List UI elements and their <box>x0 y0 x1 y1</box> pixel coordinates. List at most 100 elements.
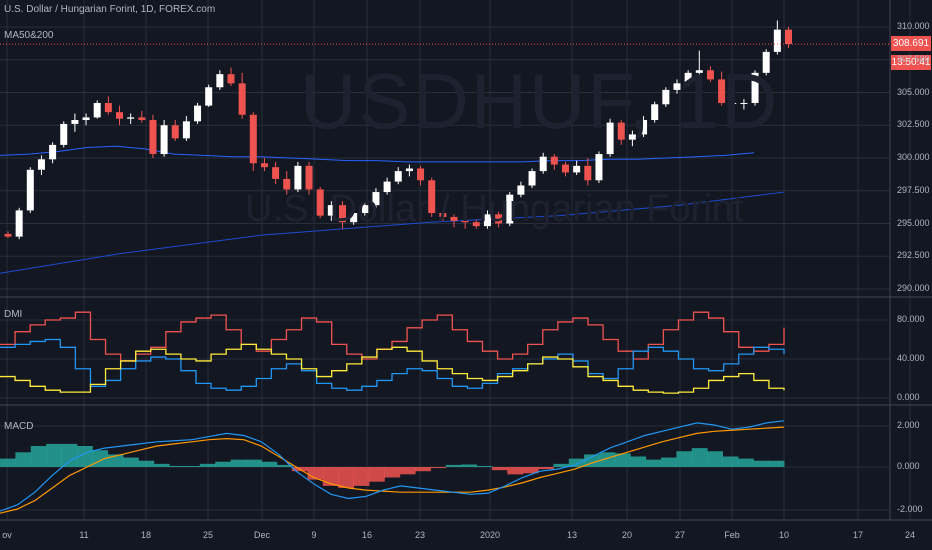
macd-histogram-bar <box>384 467 401 478</box>
candle-body <box>695 70 703 73</box>
price-axis-tick: 295.000 <box>897 217 930 228</box>
macd-histogram-bar <box>76 446 93 467</box>
candle-body <box>662 89 670 105</box>
candle-body <box>428 180 436 214</box>
time-axis-tick: Dec <box>253 530 271 540</box>
ma200-line <box>0 191 785 274</box>
candle-body <box>673 83 681 90</box>
candle-body <box>394 171 402 182</box>
macd-histogram-bar <box>338 467 355 488</box>
macd-histogram-bar <box>153 463 170 467</box>
candle-body <box>372 192 380 206</box>
candle-body <box>506 194 514 224</box>
macd-axis-tick: 0.000 <box>897 461 920 471</box>
candle-body <box>138 117 146 121</box>
dmi-axis-tick: 80.000 <box>897 314 925 324</box>
candle-body <box>517 185 525 195</box>
price-axis-tick: 290.000 <box>897 283 930 293</box>
time-axis-tick: ov <box>2 530 12 540</box>
candle-body <box>149 120 157 155</box>
candle-body <box>327 205 335 216</box>
candle-body <box>483 214 491 227</box>
macd-histogram-bar <box>199 463 216 467</box>
macd-histogram-bar <box>614 453 631 467</box>
candle-body <box>472 222 480 227</box>
macd-histogram-bar <box>568 458 585 467</box>
time-axis-tick: Feb <box>724 530 740 540</box>
candle-body <box>60 123 68 145</box>
macd-histogram-bar <box>461 464 478 467</box>
watermark-symbol: USDHUF, 1D <box>300 57 780 145</box>
macd-histogram-bar <box>630 456 647 467</box>
macd-indicator-label[interactable]: MACD <box>4 421 34 432</box>
macd-histogram-bar <box>215 461 232 467</box>
candle-body <box>194 105 202 122</box>
candle-body <box>439 213 447 217</box>
candle-body <box>305 165 313 190</box>
candle-body <box>773 29 781 52</box>
time-axis-tick: 16 <box>361 530 373 540</box>
macd-histogram-bar <box>122 457 139 467</box>
time-axis-tick: 11 <box>79 530 89 540</box>
macd-histogram-bar <box>368 467 385 482</box>
countdown-badge: 13:50:41 <box>891 55 931 70</box>
candle-body <box>405 168 413 172</box>
macd-histogram-bar <box>415 467 431 472</box>
macd-histogram-bar <box>645 459 662 467</box>
candle-body <box>93 102 101 118</box>
candle-body <box>595 154 603 181</box>
macd-histogram-bar <box>445 464 462 467</box>
candle-body <box>528 171 536 186</box>
macd-histogram-bar <box>691 448 708 467</box>
macd-histogram-bar <box>553 463 570 467</box>
macd-histogram-bar <box>46 443 62 467</box>
macd-histogram-bar <box>507 467 524 475</box>
dmi-indicator-label[interactable]: DMI <box>4 309 23 320</box>
candle-body <box>539 156 547 172</box>
candle-body <box>339 205 346 223</box>
candle-body <box>272 167 280 179</box>
candle-body <box>49 144 57 160</box>
time-axis-tick: 27 <box>674 530 686 540</box>
macd-histogram-bar <box>661 457 677 467</box>
dmi-axis-tick: 40.000 <box>897 353 925 363</box>
macd-histogram-bar <box>753 460 770 467</box>
macd-histogram-bar <box>184 465 201 467</box>
candle-body <box>740 102 748 104</box>
time-axis-tick: 25 <box>202 530 214 540</box>
price-axis-tick: 292.500 <box>897 250 930 261</box>
price-axis-tick: 297.500 <box>897 184 930 195</box>
candle-body <box>751 72 759 103</box>
macd-histogram-bar <box>768 460 785 467</box>
candle-body <box>294 165 302 190</box>
candle-body <box>26 169 34 211</box>
last-price-badge: 308.691 <box>891 36 931 51</box>
macd-histogram-bar <box>399 467 416 475</box>
macd-line <box>0 420 785 512</box>
dmi-plus-line <box>0 338 785 391</box>
candle-body <box>216 74 224 88</box>
macd-histogram-bar <box>522 467 539 474</box>
candle-body <box>573 165 581 173</box>
macd-axis-tick: -2.000 <box>897 504 923 514</box>
candle-body <box>417 168 425 181</box>
candle-body <box>171 125 179 139</box>
candle-body <box>550 156 558 165</box>
candle-body <box>684 72 692 84</box>
macd-histogram-bar <box>61 443 78 467</box>
macd-histogram-bar <box>737 458 754 467</box>
macd-histogram-bar <box>230 459 247 467</box>
ma-indicator-label[interactable]: MA50&200 <box>4 30 54 41</box>
price-axis-tick: 307.500 <box>897 53 930 64</box>
adx-line <box>0 343 785 394</box>
macd-signal-line <box>0 426 785 514</box>
candle-body <box>316 189 324 216</box>
candle-body <box>640 120 648 135</box>
candle-body <box>127 117 135 119</box>
candle-body <box>718 79 726 103</box>
candle-body <box>227 74 235 84</box>
candle-body <box>350 213 358 223</box>
macd-axis-tick: 2.000 <box>897 420 920 430</box>
candle-body <box>383 181 391 193</box>
